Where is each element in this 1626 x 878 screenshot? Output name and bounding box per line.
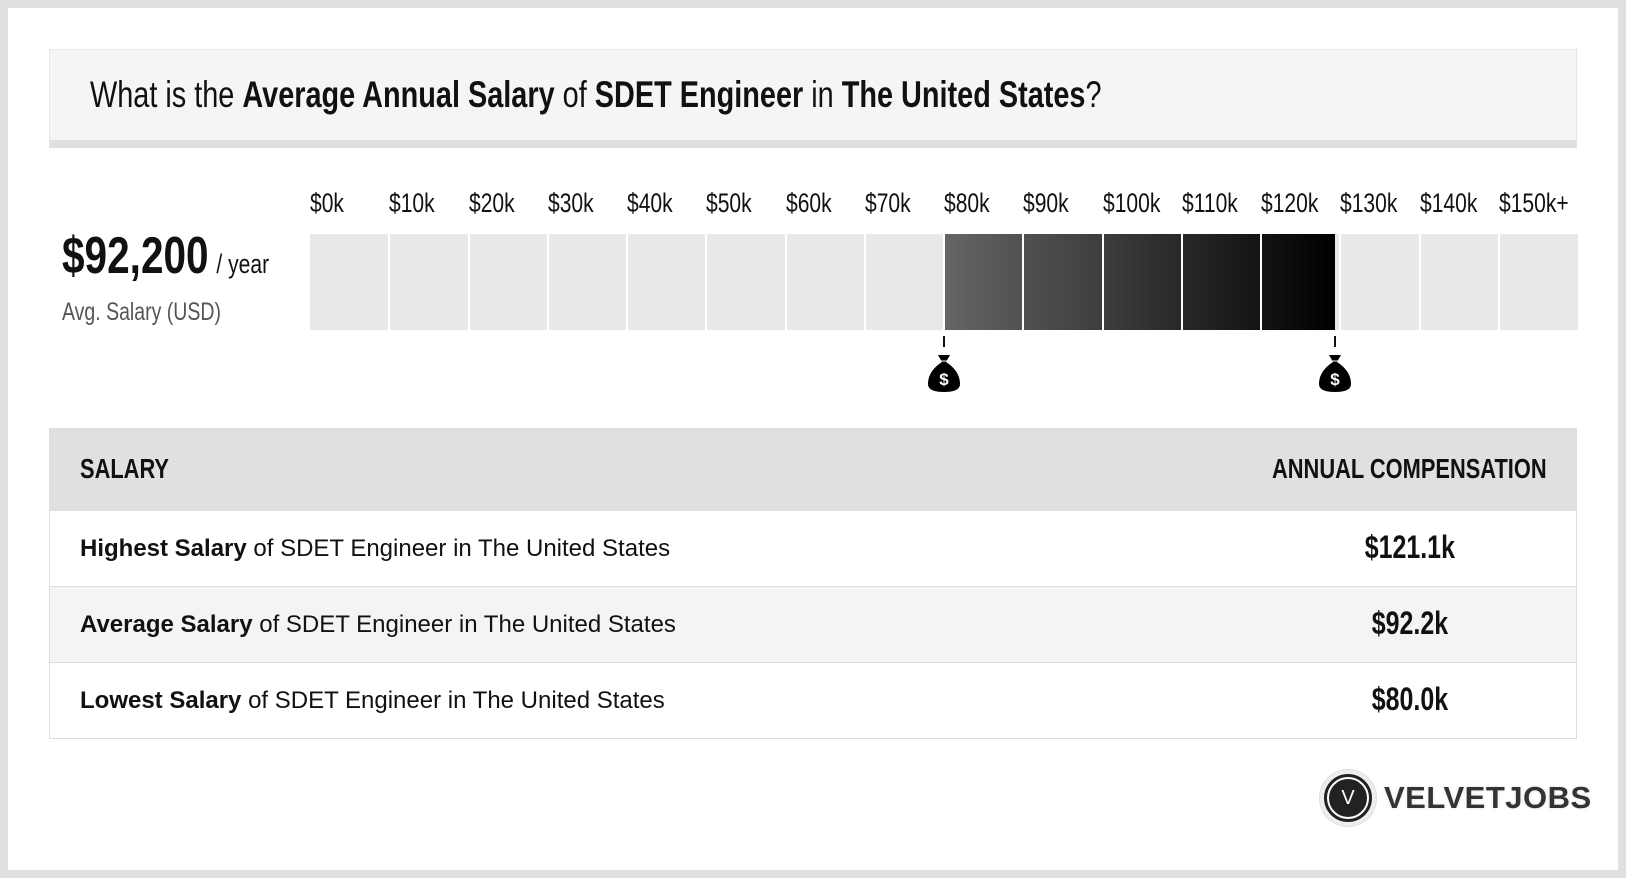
average-value: $92,200 [62, 227, 209, 285]
row-value: $80.0k [1371, 681, 1449, 717]
bar-cell [627, 234, 707, 330]
logo-mark: V [1320, 770, 1376, 826]
tick-label: $110k [1181, 188, 1238, 218]
marker-low: $ [926, 336, 962, 393]
svg-text:$: $ [939, 370, 949, 389]
cell-divider [784, 234, 787, 330]
tick-label: $140k [1419, 188, 1477, 218]
cell-divider [1101, 234, 1104, 330]
header-compensation: ANNUAL COMPENSATION [1272, 453, 1547, 484]
bar-cell [389, 234, 469, 330]
cell-divider [943, 234, 945, 330]
cell-divider [1497, 234, 1500, 330]
logo-text: VELVETJOBS [1384, 780, 1592, 815]
bar-cell [547, 234, 627, 330]
row-desc: of SDET Engineer in The United States [241, 687, 665, 714]
row-desc: of SDET Engineer in The United States [252, 611, 676, 638]
table-row: Average Salary of SDET Engineer in The U… [50, 586, 1576, 662]
title-box: What is the Average Annual Salary of SDE… [49, 49, 1577, 148]
money-bag-icon: $ [1318, 355, 1351, 392]
cell-divider [546, 234, 549, 330]
cell-divider [863, 234, 866, 330]
cell-divider [626, 234, 628, 330]
tick-label: $80k [944, 188, 990, 218]
tick-label: $0k [310, 188, 344, 218]
velvetjobs-logo: V VELVETJOBS [1320, 770, 1592, 826]
bar-cell [706, 234, 786, 330]
tick-label: $40k [627, 188, 673, 218]
bar-cell [310, 234, 390, 330]
cell-divider [1260, 234, 1262, 330]
tick-label: $100k [1102, 188, 1160, 218]
tick-label: $30k [547, 188, 594, 218]
marker-high: $ [1317, 336, 1353, 393]
tick-label: $90k [1023, 188, 1069, 218]
bar-cell [864, 234, 944, 330]
tick-label: $10k [389, 188, 435, 218]
tick-label: $60k [785, 188, 832, 218]
table-header: SALARY ANNUAL COMPENSATION [50, 429, 1576, 510]
average-unit: / year [216, 249, 270, 279]
cell-divider [467, 234, 470, 330]
table-row: Lowest Salary of SDET Engineer in The Un… [50, 662, 1576, 738]
cell-divider [1180, 234, 1183, 330]
average-salary: $92,200/ year [62, 226, 269, 286]
tick-label: $70k [864, 188, 911, 218]
cell-divider [1339, 234, 1342, 330]
page-title: What is the Average Annual Salary of SDE… [90, 74, 1102, 115]
tick-label: $50k [706, 188, 752, 218]
row-label: Highest Salary [80, 535, 247, 562]
svg-text:$: $ [1330, 370, 1340, 389]
row-desc: of SDET Engineer in The United States [246, 535, 671, 562]
salary-range-fill [944, 234, 1335, 330]
bar-cell [468, 234, 548, 330]
average-label: Avg. Salary (USD) [62, 298, 221, 326]
x-axis: $0k $10k $20k $30k $40k $50k $60k $70k $80k $90k $… [0, 188, 1626, 218]
bar-cell [785, 234, 865, 330]
table-row: Highest Salary of SDET Engineer in The U… [50, 510, 1576, 586]
cell-divider [388, 234, 391, 330]
money-bag-icon: $ [928, 355, 960, 392]
header-salary: SALARY [80, 453, 169, 484]
salary-range-bar [310, 234, 1578, 330]
row-value: $121.1k [1364, 529, 1456, 565]
bar-cell [1498, 234, 1578, 330]
tick-label: $20k [468, 188, 515, 218]
row-label: Lowest Salary [80, 687, 242, 714]
bar-cell [1340, 234, 1420, 330]
tick-label: $150k+ [1498, 188, 1569, 218]
cell-divider [1022, 234, 1025, 330]
bar-cell [1419, 234, 1499, 330]
cell-divider [705, 234, 708, 330]
row-label: Average Salary [80, 611, 253, 638]
tick-label: $120k [1261, 188, 1319, 218]
tick-label: $130k [1340, 188, 1398, 218]
cell-divider [1418, 234, 1421, 330]
row-value: $92.2k [1371, 605, 1449, 641]
salary-table: SALARY ANNUAL COMPENSATION Highest Salar… [49, 428, 1577, 739]
